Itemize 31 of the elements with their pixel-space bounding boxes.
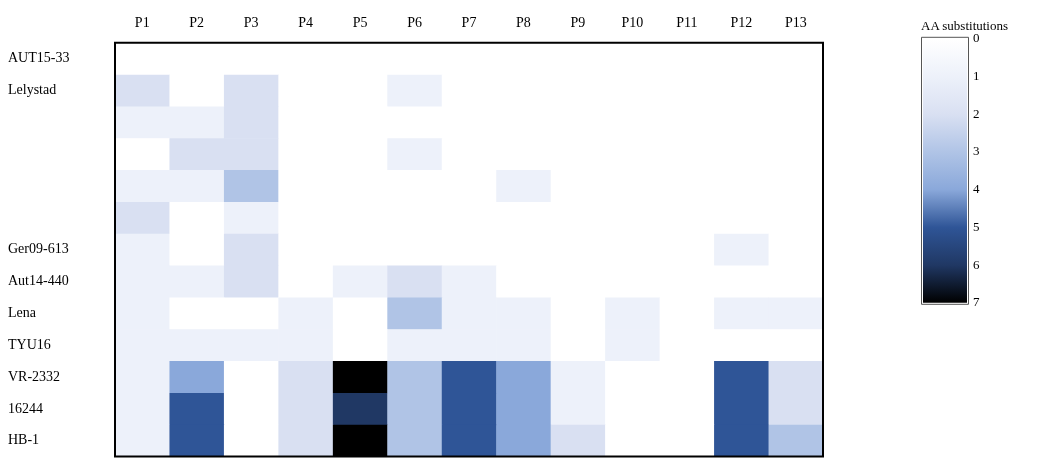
y-tick-label: Lelystad <box>8 82 57 98</box>
color-bar-label: 4 <box>973 181 980 197</box>
x-tick-label: P11 <box>676 15 698 31</box>
y-tick-label: Aut14-440 <box>8 273 69 289</box>
x-tick-label: P1 <box>134 15 150 31</box>
color-bar-label: 7 <box>973 294 980 310</box>
y-tick-label: HB-1 <box>8 432 40 448</box>
x-tick-label: P12 <box>730 15 753 31</box>
color-bar-label: 6 <box>973 256 980 272</box>
y-tick-label: VR-2332 <box>8 368 61 384</box>
x-tick-label: P4 <box>298 15 314 31</box>
color-bar-label: 1 <box>973 67 980 83</box>
x-tick-label: P13 <box>784 15 807 31</box>
color-bar-label: 5 <box>973 218 980 234</box>
x-tick-label: P9 <box>570 15 586 31</box>
y-tick-label: Lena <box>8 305 37 321</box>
y-tick-label: 16244 <box>8 400 43 416</box>
x-tick-label: P6 <box>407 15 422 31</box>
color-bar-label: 0 <box>973 30 980 46</box>
x-tick-label: P2 <box>189 15 205 31</box>
legend-title: AA substitutions <box>921 17 1009 33</box>
y-tick-label: AUT15-33 <box>8 50 70 66</box>
x-tick-label: P7 <box>461 15 477 31</box>
x-tick-label: P5 <box>352 15 368 31</box>
y-tick-label: TYU16 <box>8 336 51 352</box>
color-bar-label: 2 <box>973 105 980 121</box>
x-tick-label: P10 <box>621 15 644 31</box>
x-tick-label: P8 <box>516 15 531 31</box>
x-tick-label: P3 <box>243 15 259 31</box>
y-tick-label: Ger09-613 <box>8 241 69 257</box>
color-bar-label: 3 <box>973 143 980 159</box>
